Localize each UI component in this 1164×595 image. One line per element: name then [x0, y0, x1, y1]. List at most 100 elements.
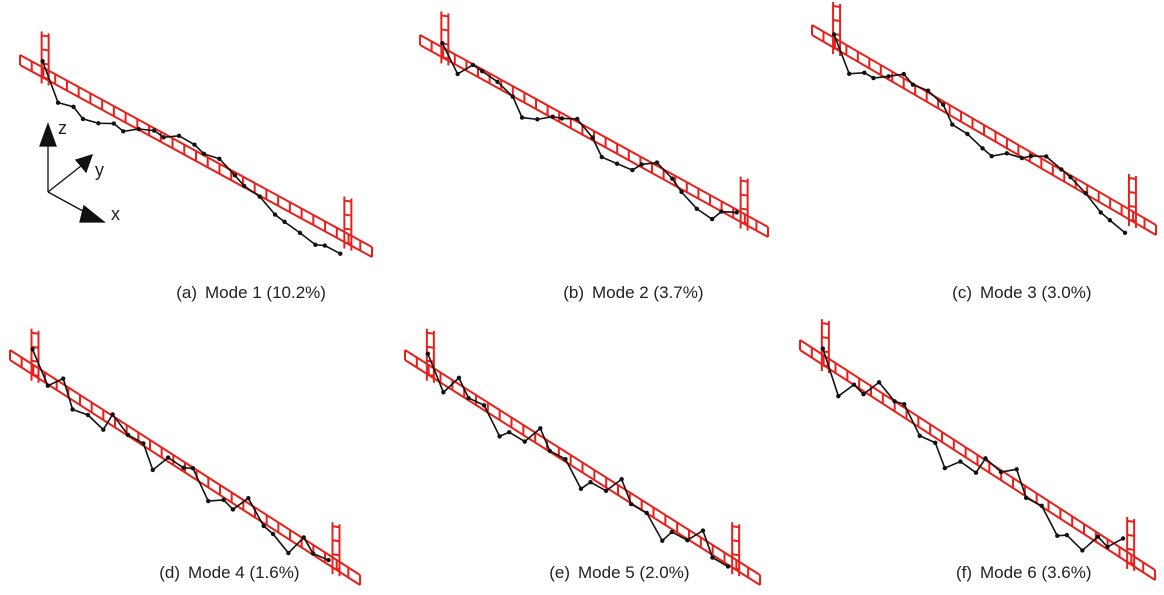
- node: [110, 412, 114, 416]
- node: [507, 430, 511, 434]
- tower: [1127, 517, 1134, 571]
- node: [126, 433, 130, 437]
- node: [282, 220, 286, 224]
- tower: [441, 11, 448, 65]
- node: [61, 376, 65, 380]
- tower: [344, 197, 351, 251]
- node: [311, 551, 315, 555]
- node: [233, 173, 237, 177]
- node: [70, 407, 74, 411]
- node: [902, 72, 906, 76]
- node: [999, 470, 1003, 474]
- node: [511, 95, 515, 99]
- tower-beam: [32, 333, 39, 334]
- node: [480, 69, 484, 73]
- bridge-deck: [800, 340, 1155, 580]
- node: [629, 502, 633, 506]
- node: [852, 382, 856, 386]
- panel-label: (f): [956, 563, 972, 582]
- node: [933, 441, 937, 445]
- axis-label: z: [58, 118, 67, 138]
- node: [670, 530, 674, 534]
- node: [151, 468, 155, 472]
- node: [710, 217, 714, 221]
- node: [989, 154, 993, 158]
- node: [1059, 167, 1063, 171]
- node: [679, 190, 683, 194]
- node: [520, 115, 524, 119]
- node: [1020, 156, 1024, 160]
- node: [974, 470, 978, 474]
- node: [941, 102, 945, 106]
- node: [231, 507, 235, 511]
- node: [600, 155, 604, 159]
- tower-beam: [441, 57, 448, 58]
- node: [440, 41, 444, 45]
- axis-label: y: [95, 160, 104, 180]
- node: [560, 116, 564, 120]
- node: [466, 396, 470, 400]
- node: [911, 82, 915, 86]
- node: [181, 466, 185, 470]
- node: [30, 347, 34, 351]
- node: [1055, 534, 1059, 538]
- node: [101, 427, 105, 431]
- node: [877, 380, 881, 384]
- node: [615, 161, 619, 165]
- node: [871, 76, 875, 80]
- panel-label: (a): [176, 283, 197, 302]
- node: [40, 59, 44, 63]
- node: [426, 352, 430, 356]
- node: [1096, 534, 1100, 538]
- node: [177, 134, 181, 138]
- node: [121, 129, 125, 133]
- node: [630, 168, 634, 172]
- tower-beam: [1127, 521, 1134, 522]
- node: [1108, 218, 1112, 222]
- mode-shape: [33, 349, 329, 560]
- tower-beam: [833, 6, 840, 7]
- tower: [42, 31, 49, 85]
- tower-beam: [441, 29, 448, 30]
- node: [523, 439, 527, 443]
- node: [701, 528, 705, 532]
- node: [619, 477, 623, 481]
- node: [457, 376, 461, 380]
- node: [734, 210, 738, 214]
- tower-beam: [1129, 192, 1136, 193]
- node: [847, 72, 851, 76]
- node: [56, 100, 60, 104]
- node: [152, 128, 156, 132]
- node: [538, 426, 542, 430]
- node: [1065, 533, 1069, 537]
- tower-beam: [732, 554, 739, 555]
- node: [257, 194, 261, 198]
- node: [1040, 504, 1044, 508]
- node: [202, 152, 206, 156]
- node: [1029, 154, 1033, 158]
- node: [286, 551, 290, 555]
- tower-beam: [822, 323, 829, 324]
- node: [579, 487, 583, 491]
- node: [1083, 191, 1087, 195]
- panel-caption: Mode 5 (2.0%): [578, 563, 690, 582]
- tower-beam: [1129, 178, 1136, 179]
- node: [192, 142, 196, 146]
- node: [660, 539, 664, 543]
- mode-panel: (c)Mode 3 (3.0%): [812, 2, 1156, 302]
- tower-beam: [42, 35, 49, 36]
- node: [548, 449, 552, 453]
- node: [161, 135, 165, 139]
- node: [206, 499, 210, 503]
- node: [685, 538, 689, 542]
- arrowhead: [80, 206, 104, 222]
- y-axis: [48, 162, 86, 192]
- tower: [741, 177, 748, 231]
- mode-panel: (e)Mode 5 (2.0%): [405, 329, 760, 585]
- node: [832, 32, 836, 36]
- mode-panel: (b)Mode 2 (3.7%): [420, 11, 768, 302]
- mode-panel: (d)Mode 4 (1.6%): [10, 329, 360, 585]
- node: [1024, 496, 1028, 500]
- node: [338, 252, 342, 256]
- tower-beam: [42, 49, 49, 50]
